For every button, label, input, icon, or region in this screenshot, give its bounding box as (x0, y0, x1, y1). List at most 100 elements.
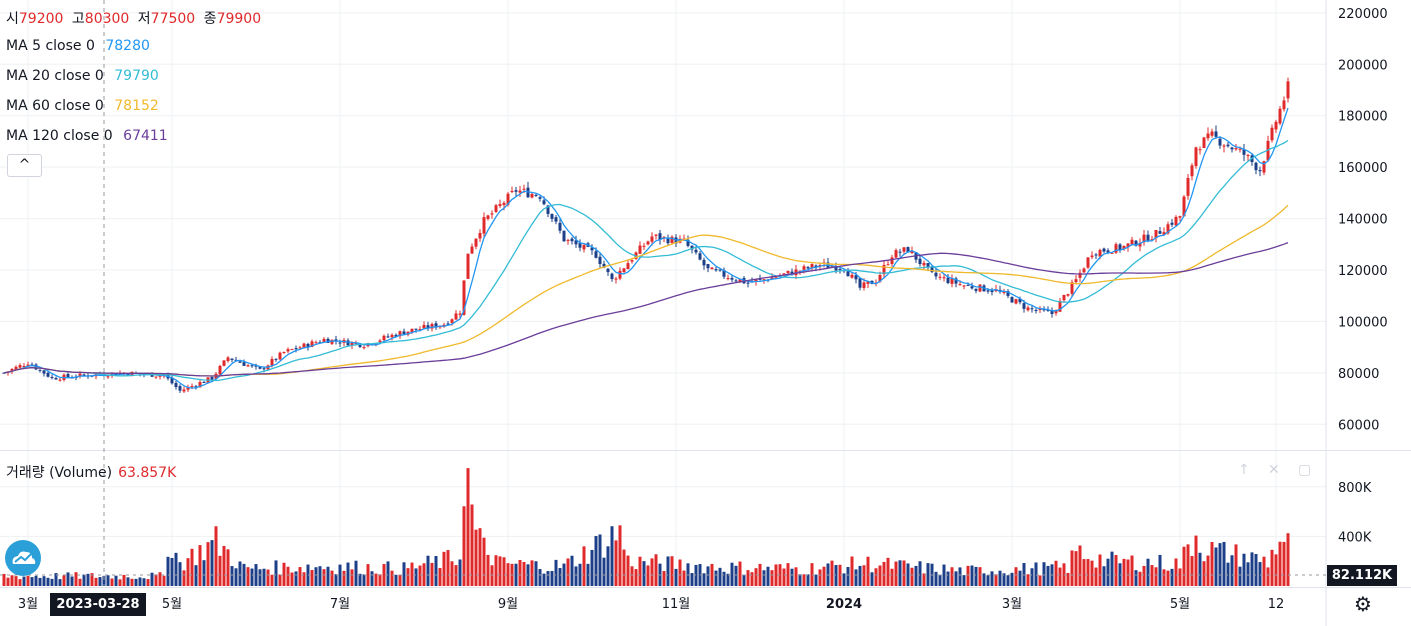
volume-bar (850, 556, 854, 586)
candle-body (642, 245, 646, 247)
volume-bar (954, 571, 958, 586)
volume-bar (682, 570, 686, 586)
candle-body (1258, 170, 1262, 172)
candle-body (950, 278, 954, 284)
candle-body (558, 222, 562, 231)
ma60-legend[interactable]: MA 60 close 0 78152 (6, 98, 159, 114)
ma5-legend[interactable]: MA 5 close 0 78280 (6, 38, 150, 54)
ma-line-60 (3, 204, 1289, 377)
volume-bar (178, 562, 182, 586)
candle-body (838, 269, 842, 271)
volume-bar (262, 568, 266, 586)
volume-bar (902, 560, 906, 586)
volume-bar (638, 556, 642, 586)
candle-body (1142, 234, 1146, 243)
candle-body (298, 347, 302, 349)
candle-body (386, 336, 390, 338)
candle-body (426, 325, 430, 329)
volume-bar (190, 548, 194, 586)
volume-bar (962, 575, 966, 586)
volume-bar (74, 572, 78, 586)
volume-bar (1286, 533, 1290, 586)
volume-bar (650, 558, 654, 586)
volume-bar (34, 575, 38, 586)
close-pane-icon[interactable]: ✕ (1268, 462, 1280, 478)
volume-bar (274, 560, 278, 586)
candle-body (402, 331, 406, 335)
candle-body (770, 277, 774, 280)
ma-line-20 (3, 139, 1289, 382)
volume-bar (154, 574, 158, 586)
volume-bar (626, 555, 630, 586)
candle-body (42, 370, 46, 374)
candle-body (1242, 149, 1246, 155)
volume-bar (702, 573, 706, 586)
volume-bar (862, 565, 866, 586)
volume-bar (1030, 568, 1034, 586)
volume-bar (1178, 568, 1182, 586)
volume-bar (922, 573, 926, 586)
candle-body (574, 240, 578, 245)
candle-body (1026, 307, 1030, 311)
volume-bar (374, 573, 378, 586)
volume-bar (998, 570, 1002, 586)
ma120-legend[interactable]: MA 120 close 0 67411 (6, 128, 168, 144)
volume-bar (226, 549, 230, 586)
candle-body (1138, 243, 1142, 247)
collapse-legend-button[interactable]: ^ (7, 154, 42, 177)
price-tick-label: 120000 (1338, 264, 1388, 279)
ma20-legend[interactable]: MA 20 close 0 79790 (6, 68, 159, 84)
candle-body (1234, 148, 1238, 150)
candle-body (58, 379, 62, 381)
tradingview-cloud-icon[interactable] (5, 540, 41, 576)
volume-bar (478, 528, 482, 586)
volume-bar (1154, 567, 1158, 586)
volume-bar (278, 574, 282, 586)
volume-bar (174, 552, 178, 586)
maximize-pane-icon[interactable]: ▢ (1298, 462, 1312, 478)
move-pane-up-icon[interactable]: ↑ (1238, 462, 1250, 478)
volume-bar (138, 577, 142, 586)
candle-body (194, 386, 198, 388)
candle-body (582, 244, 586, 250)
volume-bar (234, 568, 238, 586)
candle-body (182, 389, 186, 392)
volume-bar (994, 574, 998, 586)
candle-body (1130, 239, 1134, 245)
candle-body (246, 365, 250, 367)
volume-legend[interactable]: 거래량 (Volume) 63.857K (6, 462, 176, 482)
volume-bar (378, 574, 382, 586)
candle-body (614, 278, 618, 280)
volume-bar (118, 579, 122, 586)
candle-body (966, 284, 970, 286)
volume-bar (890, 568, 894, 586)
candle-body (1058, 300, 1062, 312)
volume-bar (310, 570, 314, 586)
volume-bar (1058, 567, 1062, 586)
volume-bar (950, 567, 954, 586)
candle-body (278, 352, 282, 360)
candle-body (894, 250, 898, 258)
volume-bar (458, 559, 462, 586)
candle-body (1178, 216, 1182, 218)
candle-body (946, 277, 950, 283)
volume-bar (218, 555, 222, 586)
candle-body (434, 323, 438, 328)
candle-body (306, 343, 310, 348)
candle-body (486, 215, 490, 219)
candle-body (802, 266, 806, 270)
candle-body (1162, 232, 1166, 235)
time-tick-label: 3월 (1002, 597, 1022, 612)
volume-bar (726, 573, 730, 586)
gear-icon[interactable]: ⚙ (1354, 592, 1372, 616)
volume-bar (562, 563, 566, 586)
volume-bar (282, 562, 286, 586)
price-tick-label: 200000 (1338, 58, 1388, 73)
volume-bar (1090, 560, 1094, 586)
candle-body (542, 200, 546, 205)
volume-bar (318, 566, 322, 586)
volume-bar (342, 570, 346, 586)
volume-bar (958, 567, 962, 586)
volume-bar (1002, 573, 1006, 586)
